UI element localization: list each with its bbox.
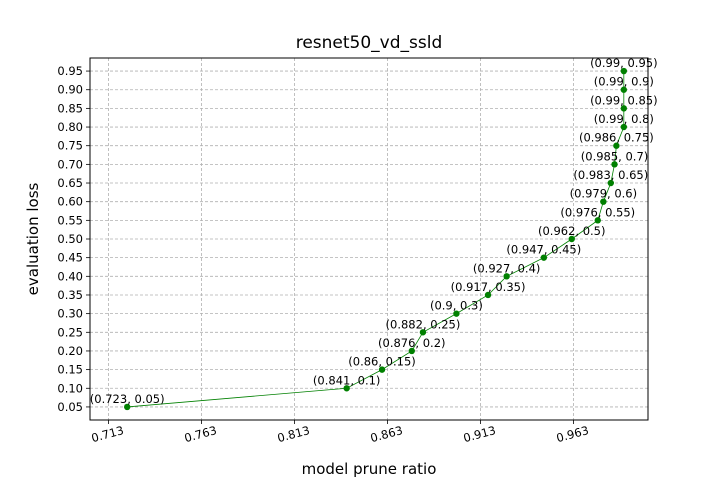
data-point-label: (0.983, 0.65) bbox=[573, 168, 648, 182]
data-point-label: (0.917, 0.35) bbox=[451, 280, 526, 294]
x-tick-label: 0.813 bbox=[276, 423, 311, 445]
y-tick-label: 0.55 bbox=[57, 213, 83, 227]
data-point bbox=[594, 217, 601, 224]
data-point bbox=[620, 86, 628, 93]
y-tick-label: 0.85 bbox=[57, 101, 83, 115]
data-point bbox=[611, 161, 618, 168]
y-tick-label: 0.05 bbox=[57, 400, 83, 414]
data-point bbox=[540, 254, 548, 261]
data-point-label: (0.979, 0.6) bbox=[570, 187, 638, 201]
data-point bbox=[607, 179, 614, 187]
data-point-label: (0.99, 0.85) bbox=[590, 93, 658, 107]
y-axis-ticks: 0.05 0.10 0.15 0.20 0.25 0.30 0.35 0.40 0.45 0.50… bbox=[57, 64, 90, 414]
data-point bbox=[503, 273, 510, 280]
y-tick-label: 0.60 bbox=[57, 195, 83, 209]
x-tick-label: 0.863 bbox=[369, 423, 404, 445]
series-line-layer bbox=[124, 67, 628, 411]
x-tick-label: 0.913 bbox=[462, 423, 497, 445]
data-point bbox=[484, 291, 492, 299]
y-tick-label: 0.40 bbox=[57, 269, 83, 283]
x-tick-label: 0.763 bbox=[183, 423, 218, 445]
y-tick-label: 0.25 bbox=[57, 325, 83, 339]
y-tick-label: 0.80 bbox=[57, 120, 83, 134]
data-point bbox=[620, 123, 628, 131]
y-tick-label: 0.95 bbox=[57, 64, 83, 78]
x-axis-title: model prune ratio bbox=[302, 460, 437, 478]
data-point bbox=[600, 198, 607, 205]
data-point-label: (0.985, 0.7) bbox=[581, 149, 649, 163]
y-axis-title: evaluation loss bbox=[24, 182, 42, 295]
data-point-label: (0.723, 0.05) bbox=[90, 392, 165, 406]
data-point bbox=[620, 105, 628, 112]
chart-title: resnet50_vd_ssld bbox=[296, 33, 443, 53]
y-tick-label: 0.75 bbox=[57, 139, 83, 153]
data-point-label: (0.947, 0.45) bbox=[506, 243, 581, 257]
data-point-label: (0.86, 0.15) bbox=[348, 355, 416, 369]
y-tick-label: 0.45 bbox=[57, 251, 83, 265]
y-tick-label: 0.35 bbox=[57, 288, 83, 302]
data-point-label: (0.962, 0.5) bbox=[538, 224, 606, 238]
data-point bbox=[408, 347, 415, 355]
y-tick-label: 0.70 bbox=[57, 157, 83, 171]
data-point-label: (0.99, 0.9) bbox=[594, 75, 654, 89]
y-tick-label: 0.50 bbox=[57, 232, 83, 246]
data-point bbox=[378, 366, 386, 373]
data-point-label: (0.927, 0.4) bbox=[473, 261, 541, 275]
data-point-label: (0.99, 0.95) bbox=[590, 56, 658, 70]
data-point bbox=[568, 235, 575, 243]
y-tick-label: 0.65 bbox=[57, 176, 83, 190]
y-tick-label: 0.20 bbox=[57, 344, 83, 358]
data-point-label: (0.986, 0.75) bbox=[579, 131, 654, 145]
x-axis-ticks: 0.713 0.763 0.813 0.863 0.913 0.963 bbox=[90, 420, 590, 445]
grid bbox=[90, 58, 648, 420]
data-point bbox=[419, 329, 427, 336]
data-point-label: (0.841, 0.1) bbox=[313, 373, 381, 387]
data-point-label: (0.882, 0.25) bbox=[386, 317, 461, 331]
y-tick-label: 0.10 bbox=[57, 381, 83, 395]
data-point-label: (0.99, 0.8) bbox=[594, 112, 654, 126]
data-point bbox=[343, 385, 350, 392]
data-point bbox=[124, 403, 131, 411]
data-point bbox=[453, 310, 460, 317]
y-tick-label: 0.90 bbox=[57, 83, 83, 97]
data-point-label: (0.976, 0.55) bbox=[560, 205, 635, 219]
data-point-label: (0.9, 0.3) bbox=[430, 299, 483, 313]
y-tick-label: 0.30 bbox=[57, 307, 83, 321]
data-point bbox=[620, 67, 628, 75]
x-tick-label: 0.713 bbox=[90, 423, 125, 445]
point-labels: (0.723, 0.05) (0.841, 0.1) (0.86, 0.15) (0.… bbox=[90, 56, 658, 406]
data-point-label: (0.876, 0.2) bbox=[378, 336, 446, 350]
y-tick-label: 0.15 bbox=[57, 363, 83, 377]
x-tick-label: 0.963 bbox=[555, 423, 590, 445]
data-point bbox=[613, 142, 620, 149]
